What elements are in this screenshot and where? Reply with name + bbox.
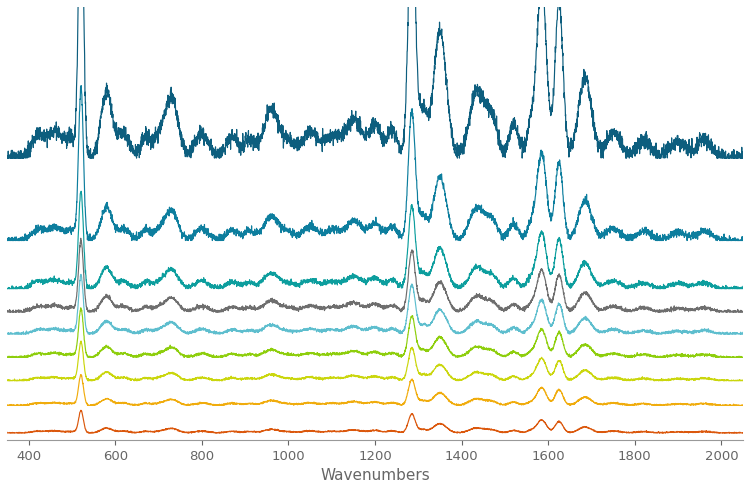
X-axis label: Wavenumbers: Wavenumbers <box>320 468 430 483</box>
